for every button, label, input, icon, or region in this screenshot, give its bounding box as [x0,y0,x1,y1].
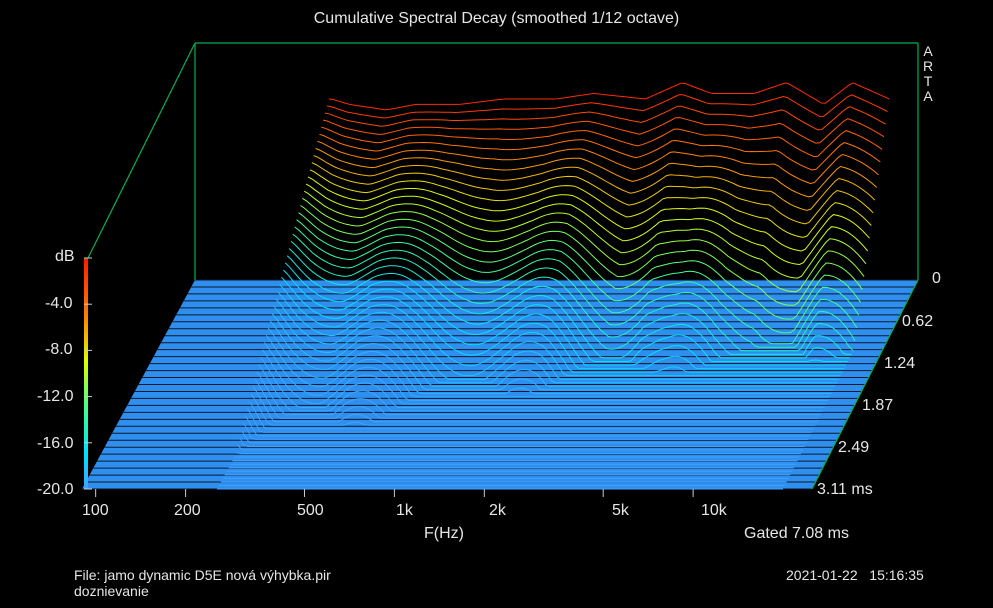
x-tick-label: 5k [612,502,629,519]
decay-slice [294,226,858,345]
decay-slice [298,212,861,320]
decay-slice [284,262,848,362]
y-tick-label: -20.0 [37,481,74,498]
frame-edge [811,279,919,490]
decay-slice [317,140,879,185]
decay-slice [288,248,852,355]
decay-slice [302,197,865,293]
decay-slice [283,269,847,366]
decay-slice [328,82,890,111]
file-label: File: jamo dynamic D5E nová výhybka.pir [74,567,331,583]
decay-slice [246,408,812,433]
frame-edge [87,42,196,259]
decay-slice [303,190,867,279]
time-floor [82,279,918,490]
y-tick-label: -12.0 [37,388,74,405]
z-tick-label: 3.11 ms [817,481,873,498]
decay-slices [217,82,890,490]
x-tick-label: 2k [489,502,506,519]
decay-slice [286,255,850,359]
decay-slice [275,298,839,380]
decay-slice [243,422,809,440]
x-axis-title: F(Hz) [424,525,464,542]
decay-slice [241,430,807,444]
decay-slice [269,320,834,391]
decay-slice [326,94,888,119]
colorbar [84,258,88,489]
decay-slice [300,205,863,306]
z-tick-label: 1.24 [884,355,916,372]
decay-slice [252,386,818,423]
decay-slice [263,342,829,401]
decay-slice [245,415,811,437]
x-tick-label: 500 [297,502,324,519]
x-tick-label: 1k [396,502,413,519]
decay-slice [324,105,886,131]
z-tick-label: 0.62 [902,313,934,330]
y-tick-label: -4.0 [45,295,73,312]
decay-slice [277,291,841,377]
decay-slice [290,240,854,352]
decay-slice [239,437,805,447]
arta-logo: ARTA [922,43,934,104]
decay-slice [296,219,860,334]
decay-slice [273,305,838,384]
decay-slice [267,327,832,394]
z-tick-label: 1.87 [862,397,894,414]
z-tick-label: 0 [932,270,941,287]
decay-slice [237,444,803,451]
chart-title: Cumulative Spectral Decay (smoothed 1/12… [313,10,680,27]
decay-slice [281,276,845,370]
x-tick-label: 10k [701,502,727,519]
decay-slice [271,313,836,387]
decay-slice [250,393,816,426]
decay-slice [256,371,821,416]
decay-slice [313,155,876,211]
decay-slice [258,364,823,412]
decay-slice [292,233,856,348]
gated-label: Gated 7.08 ms [744,525,849,542]
decay-slice [307,176,870,252]
decay-slice [321,126,883,158]
axis-ticks [84,257,694,497]
decay-slice [322,117,885,144]
file-note: doznievanie [74,583,149,599]
datetime-label: 2021-01-22 15:16:35 [786,567,924,583]
y-tick-label: -8.0 [45,341,73,358]
decay-slice [260,356,825,408]
decay-slice [305,183,869,266]
x-tick-label: 100 [82,502,109,519]
y-axis-unit: dB [55,248,75,265]
decay-slice [279,284,843,373]
decay-slice [311,162,874,225]
decay-slice [235,452,802,455]
decay-slice [254,378,820,419]
decay-slice [319,133,881,171]
decay-slice [315,148,878,198]
x-tick-label: 200 [174,502,201,519]
colorbar-gradient [84,258,88,489]
decay-slice [265,334,830,398]
z-tick-label: 2.49 [838,439,870,456]
decay-slice [248,400,814,430]
decay-slice [262,349,827,405]
decay-slice [309,169,872,238]
y-tick-label: -16.0 [37,435,74,452]
axes-frame [87,42,919,490]
